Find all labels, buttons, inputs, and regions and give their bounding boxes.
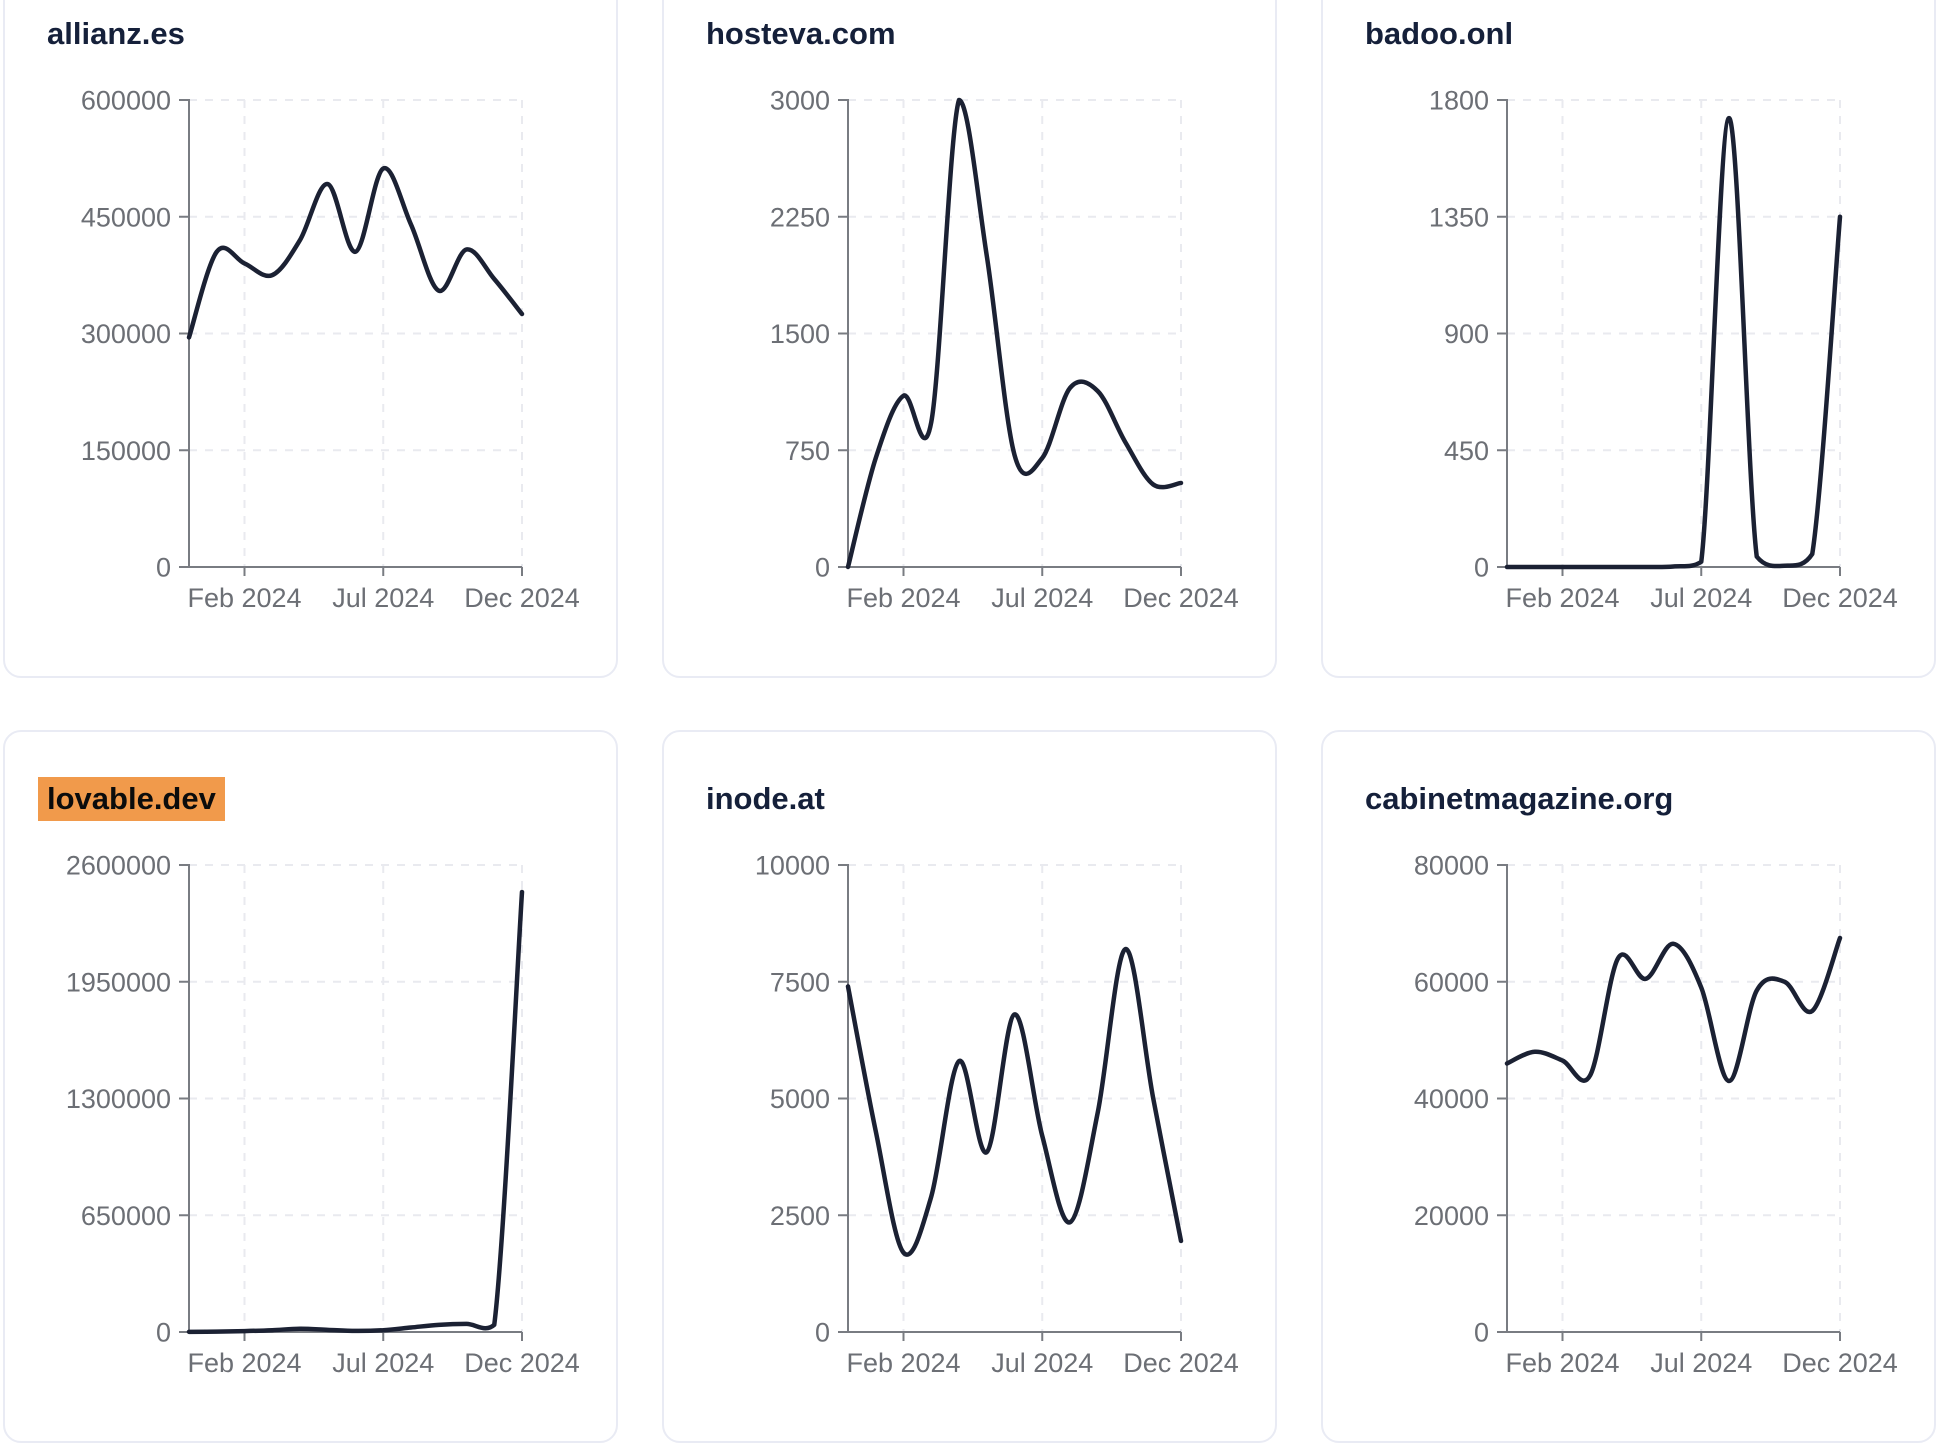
- y-tick-label: 2600000: [66, 851, 171, 881]
- card-allianz-es[interactable]: 600000 450000 300000 150000 0 Feb 2024 Jul 202…: [3, 0, 618, 678]
- trend-line: [1504, 935, 1843, 1084]
- line-chart: 80000 60000 40000 20000 0 Feb 2024 Jul 2024 Dec…: [1414, 851, 1898, 1379]
- trend-line: [845, 946, 1184, 1257]
- grid: [189, 99, 523, 567]
- x-axis: Feb 2024 Jul 2024 Dec 2024: [1505, 566, 1898, 613]
- y-tick-label: 900: [1444, 319, 1489, 349]
- y-axis: 2600000 1950000 1300000 650000 0: [66, 851, 190, 1348]
- grid: [848, 864, 1182, 1332]
- y-tick-label: 0: [815, 1318, 830, 1348]
- x-tick-label: Feb 2024: [187, 583, 301, 613]
- y-tick-label: 5000: [770, 1084, 830, 1114]
- chart-title-highlighted: lovable.dev: [38, 777, 225, 821]
- x-axis: Feb 2024 Jul 2024 Dec 2024: [187, 566, 580, 613]
- line-chart: 600000 450000 300000 150000 0 Feb 2024 Jul 202…: [81, 86, 580, 614]
- card-cabinetmagazine-org[interactable]: 80000 60000 40000 20000 0 Feb 2024 Jul 2024 Dec…: [1321, 730, 1936, 1443]
- chart-title: cabinetmagazine.org: [1365, 781, 1673, 817]
- grid: [1507, 864, 1841, 1332]
- x-tick-label: Jul 2024: [1650, 1348, 1752, 1378]
- trend-line: [845, 97, 1184, 570]
- x-tick-label: Feb 2024: [187, 1348, 301, 1378]
- y-tick-label: 650000: [81, 1201, 171, 1231]
- x-tick-label: Dec 2024: [464, 1348, 580, 1378]
- y-tick-label: 60000: [1414, 967, 1489, 997]
- chart-title: inode.at: [706, 781, 825, 817]
- chart-title: badoo.onl: [1365, 16, 1513, 52]
- y-tick-label: 1500: [770, 319, 830, 349]
- x-axis: Feb 2024 Jul 2024 Dec 2024: [846, 1331, 1239, 1378]
- x-tick-label: Jul 2024: [332, 583, 434, 613]
- x-tick-label: Dec 2024: [1123, 1348, 1239, 1378]
- domain-label: inode.at: [706, 781, 825, 816]
- x-tick-label: Feb 2024: [846, 583, 960, 613]
- y-tick-label: 1950000: [66, 967, 171, 997]
- x-tick-label: Jul 2024: [332, 1348, 434, 1378]
- domain-label-highlighted: lovable.dev: [38, 777, 225, 821]
- x-tick-label: Dec 2024: [464, 583, 580, 613]
- y-tick-label: 600000: [81, 86, 171, 116]
- x-tick-label: Feb 2024: [1505, 1348, 1619, 1378]
- chart-title: hosteva.com: [706, 16, 896, 52]
- y-axis: 3000 2250 1500 750 0: [770, 86, 849, 583]
- x-axis: Feb 2024 Jul 2024 Dec 2024: [1505, 1331, 1898, 1378]
- chart-title: allianz.es: [47, 16, 185, 52]
- y-axis: 80000 60000 40000 20000 0: [1414, 851, 1508, 1348]
- x-tick-label: Jul 2024: [991, 583, 1093, 613]
- trend-line: [186, 889, 525, 1335]
- y-tick-label: 0: [1474, 553, 1489, 583]
- grid: [1507, 99, 1841, 567]
- x-tick-label: Dec 2024: [1782, 1348, 1898, 1378]
- x-axis: Feb 2024 Jul 2024 Dec 2024: [187, 1331, 580, 1378]
- x-tick-label: Feb 2024: [1505, 583, 1619, 613]
- y-tick-label: 0: [156, 1318, 171, 1348]
- y-axis: 1800 1350 900 450 0: [1429, 86, 1508, 583]
- line-chart: 2600000 1950000 1300000 650000 0 Feb 2024 Jul …: [66, 851, 580, 1379]
- y-tick-label: 750: [785, 436, 830, 466]
- domain-label: hosteva.com: [706, 16, 896, 51]
- line-chart: 3000 2250 1500 750 0 Feb 2024 Jul 2024 Dec 2024: [770, 86, 1239, 614]
- card-badoo-onl[interactable]: 1800 1350 900 450 0 Feb 2024 Jul 2024 Dec 2024 …: [1321, 0, 1936, 678]
- domain-label: allianz.es: [47, 16, 185, 51]
- y-tick-label: 1300000: [66, 1084, 171, 1114]
- card-hosteva-com[interactable]: 3000 2250 1500 750 0 Feb 2024 Jul 2024 Dec 2024…: [662, 0, 1277, 678]
- x-tick-label: Dec 2024: [1782, 583, 1898, 613]
- y-tick-label: 1800: [1429, 86, 1489, 116]
- y-tick-label: 80000: [1414, 851, 1489, 881]
- x-axis: Feb 2024 Jul 2024 Dec 2024: [846, 566, 1239, 613]
- y-tick-label: 3000: [770, 86, 830, 116]
- trend-line: [1504, 115, 1843, 570]
- y-tick-label: 1350: [1429, 202, 1489, 232]
- grid: [848, 99, 1182, 567]
- card-inode-at[interactable]: 10000 7500 5000 2500 0 Feb 2024 Jul 2024 Dec 20…: [662, 730, 1277, 1443]
- domain-label: badoo.onl: [1365, 16, 1514, 51]
- line-chart: 1800 1350 900 450 0 Feb 2024 Jul 2024 Dec 2024: [1429, 86, 1898, 614]
- y-tick-label: 0: [1474, 1318, 1489, 1348]
- domain-label: cabinetmagazine.org: [1365, 781, 1674, 816]
- y-tick-label: 0: [815, 553, 830, 583]
- x-tick-label: Jul 2024: [1650, 583, 1752, 613]
- trend-line: [186, 166, 525, 340]
- y-tick-label: 450: [1444, 436, 1489, 466]
- y-axis: 10000 7500 5000 2500 0: [755, 851, 849, 1348]
- y-axis: 600000 450000 300000 150000 0: [81, 86, 190, 583]
- y-tick-label: 450000: [81, 202, 171, 232]
- y-tick-label: 7500: [770, 967, 830, 997]
- x-tick-label: Feb 2024: [846, 1348, 960, 1378]
- y-tick-label: 40000: [1414, 1084, 1489, 1114]
- card-lovable-dev[interactable]: 2600000 1950000 1300000 650000 0 Feb 2024 Jul …: [3, 730, 618, 1443]
- y-tick-label: 150000: [81, 436, 171, 466]
- y-tick-label: 2500: [770, 1201, 830, 1231]
- y-tick-label: 300000: [81, 319, 171, 349]
- y-tick-label: 10000: [755, 851, 830, 881]
- grid: [189, 864, 523, 1332]
- y-tick-label: 2250: [770, 202, 830, 232]
- line-chart: 10000 7500 5000 2500 0 Feb 2024 Jul 2024 Dec 20…: [755, 851, 1239, 1379]
- x-tick-label: Dec 2024: [1123, 583, 1239, 613]
- x-tick-label: Jul 2024: [991, 1348, 1093, 1378]
- y-tick-label: 0: [156, 553, 171, 583]
- y-tick-label: 20000: [1414, 1201, 1489, 1231]
